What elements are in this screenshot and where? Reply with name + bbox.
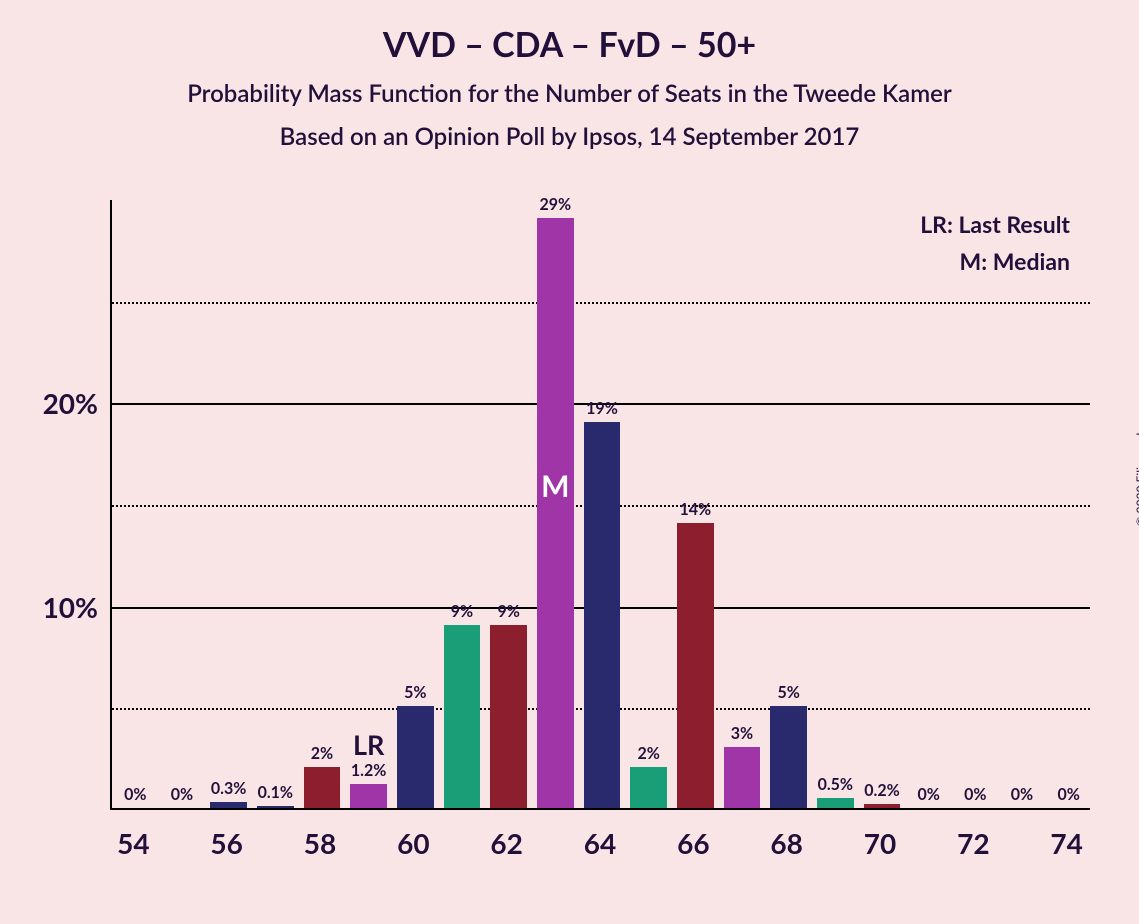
legend: LR: Last Result M: Median [920, 206, 1070, 280]
gridline-minor [112, 302, 1090, 304]
bar: 9% [444, 625, 480, 808]
bar: 5% [397, 706, 433, 808]
bar-value-label: 9% [497, 602, 519, 621]
median-annotation: M [541, 468, 569, 504]
bar: 14% [677, 523, 713, 808]
x-axis-label: 74 [1050, 826, 1082, 860]
bar-value-label: 0.1% [258, 783, 293, 802]
x-axis-label: 62 [490, 826, 522, 860]
bar: 19% [584, 422, 620, 808]
legend-lr: LR: Last Result [920, 206, 1070, 243]
bar-value-label: 19% [586, 399, 618, 418]
chart-title: VVD – CDA – FvD – 50+ [0, 0, 1139, 65]
copyright-text: © 2020 Filip van Laenen [1133, 398, 1139, 527]
x-axis-label: 58 [304, 826, 336, 860]
y-axis-label: 10% [43, 590, 112, 624]
bar-value-label: 5% [777, 683, 799, 702]
chart-container: VVD – CDA – FvD – 50+ Probability Mass F… [0, 0, 1139, 924]
x-axis-label: 70 [864, 826, 896, 860]
bar-value-label: 0.2% [864, 781, 899, 800]
lr-annotation: LR [353, 728, 384, 761]
x-axis-label: 68 [770, 826, 802, 860]
x-axis-label: 64 [584, 826, 616, 860]
bar-value-label: 0% [1057, 785, 1079, 804]
bar-value-label: 2% [311, 744, 333, 763]
plot-area: LR: Last Result M: Median 10%20%0%0%0.3%… [110, 200, 1090, 810]
bar-value-label: 2% [637, 744, 659, 763]
chart-subtitle-2: Based on an Opinion Poll by Ipsos, 14 Se… [0, 122, 1139, 151]
bar: 9% [490, 625, 526, 808]
x-axis-labels: 54 56 58 60 62 64 66 68 70 72 74 [110, 818, 1090, 868]
x-axis-label: 54 [117, 826, 149, 860]
bar-value-label: 5% [404, 683, 426, 702]
bar: 1.2% [350, 784, 386, 808]
bar-value-label: 0% [917, 785, 939, 804]
chart-subtitle-1: Probability Mass Function for the Number… [0, 79, 1139, 108]
bar-value-label: 0% [171, 785, 193, 804]
bar-value-label: 0.5% [818, 775, 853, 794]
bar: 5% [770, 706, 806, 808]
bar: 0.2% [864, 804, 900, 808]
bar-value-label: 29% [539, 195, 571, 214]
bar: 29% [537, 218, 573, 808]
bar: 0.1% [257, 806, 293, 808]
bar-value-label: 9% [451, 602, 473, 621]
bar: 2% [630, 767, 666, 808]
bar-value-label: 0% [124, 785, 146, 804]
bar-value-label: 1.2% [351, 761, 386, 780]
bar: 2% [304, 767, 340, 808]
y-axis-label: 20% [43, 386, 112, 420]
bar-value-label: 3% [731, 724, 753, 743]
bar: 3% [724, 747, 760, 808]
bar-value-label: 0% [964, 785, 986, 804]
legend-m: M: Median [920, 243, 1070, 280]
bar-value-label: 0% [1011, 785, 1033, 804]
x-axis-label: 72 [957, 826, 989, 860]
bar-value-label: 14% [679, 500, 711, 519]
x-axis-label: 60 [397, 826, 429, 860]
bar: 0.5% [817, 798, 853, 808]
bar: 0.3% [210, 802, 246, 808]
x-axis-label: 66 [677, 826, 709, 860]
x-axis-label: 56 [210, 826, 242, 860]
bar-value-label: 0.3% [211, 779, 246, 798]
